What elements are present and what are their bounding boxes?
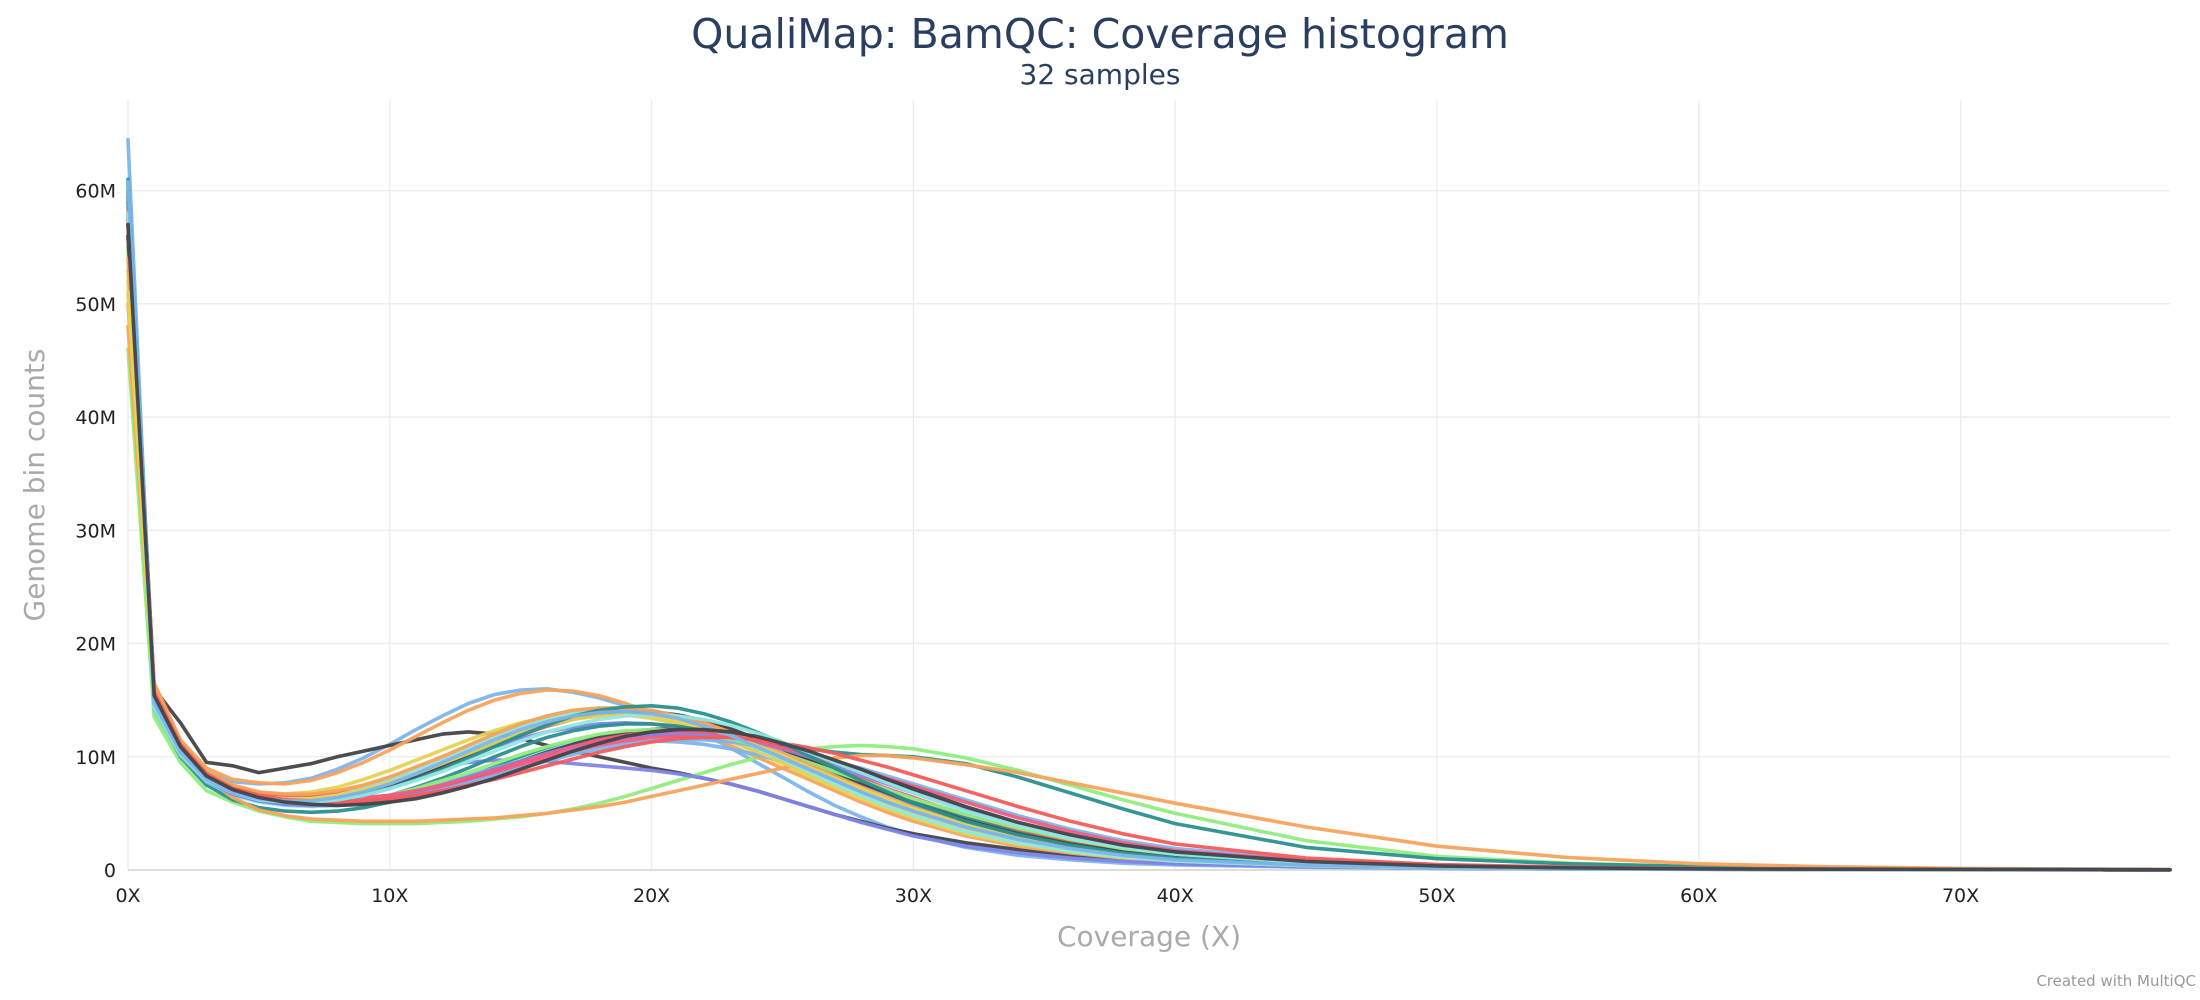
y-tick-label: 40M	[75, 407, 116, 429]
x-grid	[127, 100, 1962, 870]
x-axis-label: Coverage (X)	[1057, 920, 1241, 953]
x-tick-label: 50X	[1418, 885, 1455, 907]
x-tick-label: 60X	[1680, 885, 1717, 907]
x-tick-label: 20X	[633, 885, 670, 907]
x-tick-label: 40X	[1157, 885, 1194, 907]
y-tick-label: 0	[104, 860, 116, 882]
x-tick-labels: 0X 10X 20X 30X 40X 50X 60X 70X	[115, 885, 1979, 907]
y-tick-label: 10M	[75, 747, 116, 769]
x-tick-label: 10X	[371, 885, 408, 907]
chart-subtitle: 32 samples	[1020, 58, 1181, 91]
x-tick-label: 0X	[115, 885, 140, 907]
series-line-32[interactable]	[126, 222, 2172, 872]
series-layer	[126, 137, 2172, 872]
series-line-14[interactable]	[126, 324, 2172, 872]
y-tick-label: 20M	[75, 634, 116, 656]
y-tick-label: 50M	[75, 294, 116, 316]
x-tick-label: 70X	[1942, 885, 1979, 907]
series-line-24[interactable]	[126, 256, 2172, 872]
chart-title: QualiMap: BamQC: Coverage histogram	[691, 10, 1509, 58]
x-tick-label: 30X	[895, 885, 932, 907]
y-tick-label: 30M	[75, 520, 116, 542]
y-axis-label: Genome bin counts	[18, 349, 51, 622]
y-tick-labels: 0 10M 20M 30M 40M 50M 60M	[75, 181, 116, 882]
credit-text: Created with MultiQC	[2036, 972, 2196, 990]
series-line-3[interactable]	[126, 347, 2172, 872]
y-tick-label: 60M	[75, 181, 116, 203]
series-line-13[interactable]	[126, 245, 2172, 872]
y-grid	[128, 189, 2170, 758]
series-line-31[interactable]	[126, 179, 2172, 872]
